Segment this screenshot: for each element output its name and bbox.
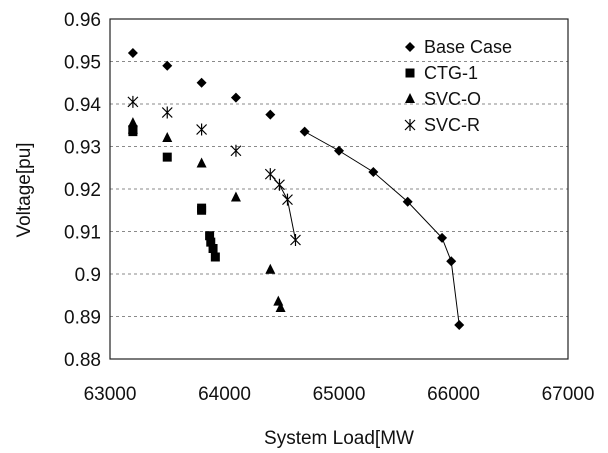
point-svc-r <box>161 106 173 119</box>
legend-marker-svc-o <box>405 93 415 103</box>
y-tick-label: 0.94 <box>64 95 101 116</box>
y-axis-tick-labels: 0.88 0.89 0.9 0.91 0.92 0.93 0.94 0.95 0.96 <box>64 10 101 371</box>
y-tick-label: 0.95 <box>64 53 101 74</box>
point-ctg-1 <box>162 152 172 162</box>
point-svc-o <box>265 263 276 274</box>
point-svc-o <box>275 302 286 312</box>
point-base-case <box>230 92 241 103</box>
point-base-case <box>127 48 138 58</box>
legend: Base Case CTG-1 SVC-O SVC-R <box>404 37 512 135</box>
point-base-case <box>446 256 457 267</box>
x-axis-tick-labels: 63000 64000 65000 66000 67000 <box>84 384 595 405</box>
x-tick-label: 67000 <box>542 384 595 405</box>
legend-marker-svc-r <box>404 119 416 131</box>
y-tick-label: 0.88 <box>64 350 101 371</box>
legend-label-ctg-1: CTG-1 <box>424 63 478 83</box>
point-ctg-1 <box>210 252 220 262</box>
y-axis-title: Voltage[pu] <box>14 142 35 237</box>
point-ctg-1 <box>208 244 218 253</box>
y-tick-label: 0.92 <box>64 180 101 201</box>
x-tick-label: 63000 <box>84 384 137 405</box>
x-tick-label: 65000 <box>313 384 366 405</box>
point-base-case <box>437 232 448 243</box>
x-tick-label: 64000 <box>198 384 251 405</box>
point-svc-o <box>196 157 207 168</box>
point-svc-o <box>230 191 241 202</box>
legend-marker-base-case <box>405 42 415 52</box>
point-base-case <box>334 145 344 156</box>
point-svc-o <box>127 117 138 128</box>
legend-marker-ctg-1 <box>405 68 415 78</box>
point-ctg-1 <box>197 205 207 215</box>
point-ctg-1 <box>206 237 216 247</box>
y-tick-label: 0.89 <box>64 308 101 329</box>
point-svc-r <box>127 95 139 108</box>
x-axis-title: System Load[MW <box>264 428 414 449</box>
legend-label-svc-r: SVC-R <box>424 115 480 135</box>
y-tick-label: 0.9 <box>75 265 101 286</box>
y-tick-label: 0.96 <box>64 10 101 31</box>
point-base-case <box>265 109 276 120</box>
point-base-case <box>162 60 173 71</box>
legend-label-base-case: Base Case <box>424 37 512 57</box>
y-tick-label: 0.93 <box>64 138 101 159</box>
point-svc-r <box>274 178 285 191</box>
point-svc-o <box>127 123 138 134</box>
point-svc-r <box>264 168 276 181</box>
point-svc-o <box>162 132 173 142</box>
y-tick-label: 0.91 <box>64 223 101 244</box>
point-base-case <box>402 196 413 207</box>
point-base-case <box>368 167 379 177</box>
point-ctg-1 <box>205 231 215 241</box>
point-svc-r <box>282 193 293 206</box>
x-tick-label: 66000 <box>427 384 480 405</box>
legend-label-svc-o: SVC-O <box>424 89 481 109</box>
point-base-case <box>196 77 207 88</box>
point-svc-r <box>230 144 242 157</box>
point-base-case <box>454 320 465 330</box>
point-svc-r <box>196 123 208 136</box>
point-base-case <box>299 126 310 137</box>
data-points <box>127 48 465 330</box>
plot-frame <box>109 18 569 360</box>
point-svc-r <box>290 234 301 246</box>
